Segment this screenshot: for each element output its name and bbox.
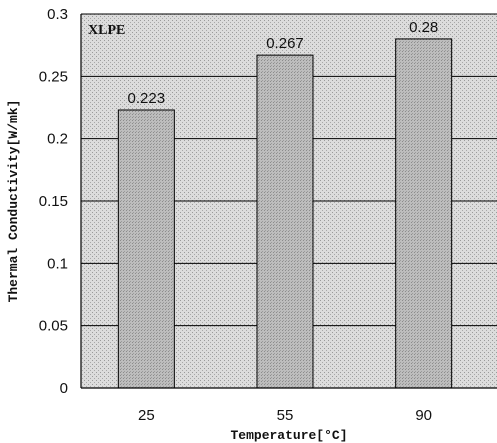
y-tick-label: 0.25 bbox=[39, 68, 68, 85]
y-tick-label: 0 bbox=[60, 380, 68, 397]
y-tick-label: 0.2 bbox=[47, 131, 68, 148]
data-label: 0.28 bbox=[409, 19, 438, 36]
bar bbox=[396, 39, 452, 388]
y-tick-label: 0.3 bbox=[47, 6, 68, 23]
y-tick-label: 0.1 bbox=[47, 255, 68, 272]
series-label: XLPE bbox=[88, 23, 125, 38]
x-tick-label: 25 bbox=[138, 407, 155, 424]
x-tick-label: 55 bbox=[277, 407, 294, 424]
data-label: 0.223 bbox=[128, 90, 166, 107]
y-tick-label: 0.15 bbox=[39, 193, 68, 210]
x-axis-label: Temperature[°C] bbox=[230, 428, 347, 443]
bar bbox=[118, 110, 174, 388]
x-tick-labels: 25 55 90 bbox=[138, 407, 432, 424]
y-tick-label: 0.05 bbox=[39, 318, 68, 335]
y-tick-labels: 0 0.05 0.1 0.15 0.2 0.25 0.3 bbox=[39, 6, 68, 397]
bar bbox=[257, 55, 313, 388]
y-axis-label: Thermal Conductivity[W/mk] bbox=[6, 100, 21, 303]
x-tick-label: 90 bbox=[415, 407, 432, 424]
data-label: 0.267 bbox=[266, 35, 304, 52]
